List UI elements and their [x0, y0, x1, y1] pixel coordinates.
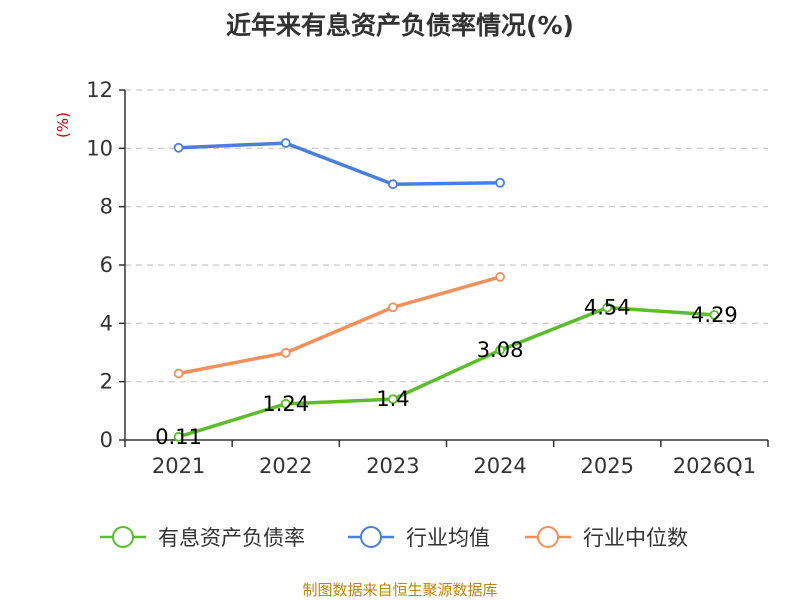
data-point-0-2[interactable] — [388, 394, 398, 405]
y-tick-label-12: 12 — [86, 78, 113, 102]
data-point-0-5[interactable] — [709, 309, 720, 320]
legend[interactable]: 有息资产负债率 行业均值 行业中位数 — [100, 526, 688, 550]
data-point-2-0[interactable] — [173, 368, 184, 379]
grid-lines — [125, 89, 768, 383]
legend-item-0[interactable]: 有息资产负债率 — [100, 526, 305, 550]
data-point-0-3[interactable] — [495, 345, 505, 356]
data-point-1-1[interactable] — [280, 138, 291, 148]
y-axis-unit: (%) — [54, 112, 72, 138]
series-1 — [173, 138, 505, 190]
data-point-2-3[interactable] — [495, 272, 505, 282]
y-tick-label-6: 6 — [100, 253, 113, 277]
data-label-0-4: 4.54 — [584, 296, 631, 320]
data-point-1-0[interactable] — [173, 142, 184, 153]
y-tick-label-8: 8 — [100, 195, 113, 219]
y-tick-label-4: 4 — [100, 311, 113, 335]
data-label-0-2: 1.4 — [376, 387, 409, 411]
y-tick-label-0: 0 — [100, 428, 113, 452]
x-tick-label-2021: 2021 — [152, 454, 205, 478]
series-line-1 — [178, 141, 501, 186]
series-2 — [173, 272, 505, 379]
series-0 — [173, 302, 720, 442]
x-tick-label-2026Q1: 2026Q1 — [673, 454, 756, 478]
data-point-0-1[interactable] — [280, 398, 291, 409]
data-label-0-5: 4.29 — [691, 303, 738, 327]
data-point-0-0[interactable] — [173, 431, 184, 442]
x-tick-label-2023: 2023 — [366, 454, 419, 478]
legend-marker-icon — [112, 526, 134, 548]
legend-marker-icon — [537, 526, 559, 548]
x-tick-label-2022: 2022 — [259, 454, 312, 478]
data-point-1-3[interactable] — [495, 177, 505, 188]
data-point-2-2[interactable] — [388, 302, 398, 313]
data-label-0-3: 3.08 — [477, 338, 524, 362]
legend-label: 行业均值 — [406, 526, 490, 550]
x-tick-label-2025: 2025 — [581, 454, 634, 478]
legend-marker-icon — [360, 526, 382, 548]
chart-title: 近年来有息资产负债率情况(%) — [226, 11, 574, 40]
series-line-2 — [178, 275, 501, 376]
axes: 0 2 4 6 8 10 12 2021 2022 2023 2024 2025 2026Q1 — [86, 78, 769, 478]
x-tick-label-2024: 2024 — [473, 454, 526, 478]
series-line-0 — [178, 305, 715, 439]
source-note: 制图数据来自恒生聚源数据库 — [302, 581, 497, 599]
series-layer — [173, 138, 720, 442]
legend-item-2[interactable]: 行业中位数 — [525, 526, 688, 550]
data-point-2-1[interactable] — [280, 347, 291, 358]
y-tick-label-2: 2 — [100, 370, 113, 394]
legend-label: 有息资产负债率 — [158, 526, 305, 550]
legend-item-1[interactable]: 行业均值 — [348, 526, 490, 550]
data-point-0-4[interactable] — [602, 302, 613, 313]
data-label-0-1: 1.24 — [262, 392, 309, 416]
data-point-1-2[interactable] — [388, 179, 398, 190]
legend-label: 行业中位数 — [583, 526, 688, 550]
y-tick-label-10: 10 — [86, 136, 113, 160]
data-label-0-0: 0.11 — [155, 425, 202, 449]
data-labels: 0.11 1.24 1.4 3.08 4.54 4.29 — [155, 296, 738, 449]
